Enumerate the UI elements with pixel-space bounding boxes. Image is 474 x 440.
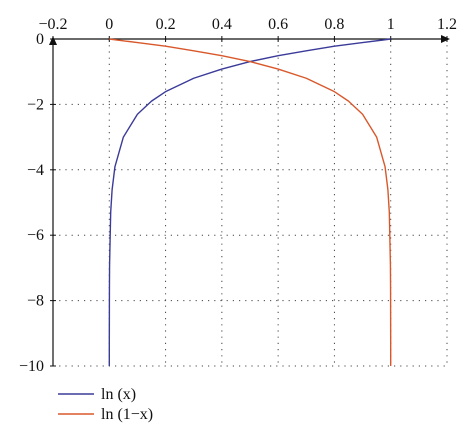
x-axis-arrow [441,35,450,43]
legend: ln (x) ln (1−x) [58,386,153,423]
y-tick-label: −10 [19,358,44,375]
series-line-ln-x [108,38,391,367]
x-tick-label: −0.2 [38,16,67,33]
y-tick-labels: 0 −2 −4 −6 −8 −10 [19,31,44,375]
y-tick-label: −4 [27,162,44,179]
gridlines [53,39,448,367]
x-tick-label: 0.2 [156,16,176,33]
y-tick-label: 0 [36,31,44,48]
y-tick-label: −2 [27,96,44,113]
x-tick-labels: −0.2 0 0.2 0.4 0.6 0.8 1 1.2 [38,16,457,33]
x-tick-label: 1 [387,16,395,33]
x-tick-label: 0.4 [212,16,232,33]
legend-label: ln (x) [101,386,136,403]
x-tick-label: 1.2 [437,16,457,33]
x-tick-label: 0.8 [324,16,344,33]
axes [49,35,450,367]
y-tick-label: −8 [27,293,44,310]
y-tick-label: −6 [27,227,44,244]
x-tick-label: 0.6 [268,16,288,33]
series-line-ln-1-minus-x [109,38,392,367]
x-tick-label: 0 [105,16,113,33]
series-lines [108,38,392,367]
legend-label: ln (1−x) [101,406,153,423]
